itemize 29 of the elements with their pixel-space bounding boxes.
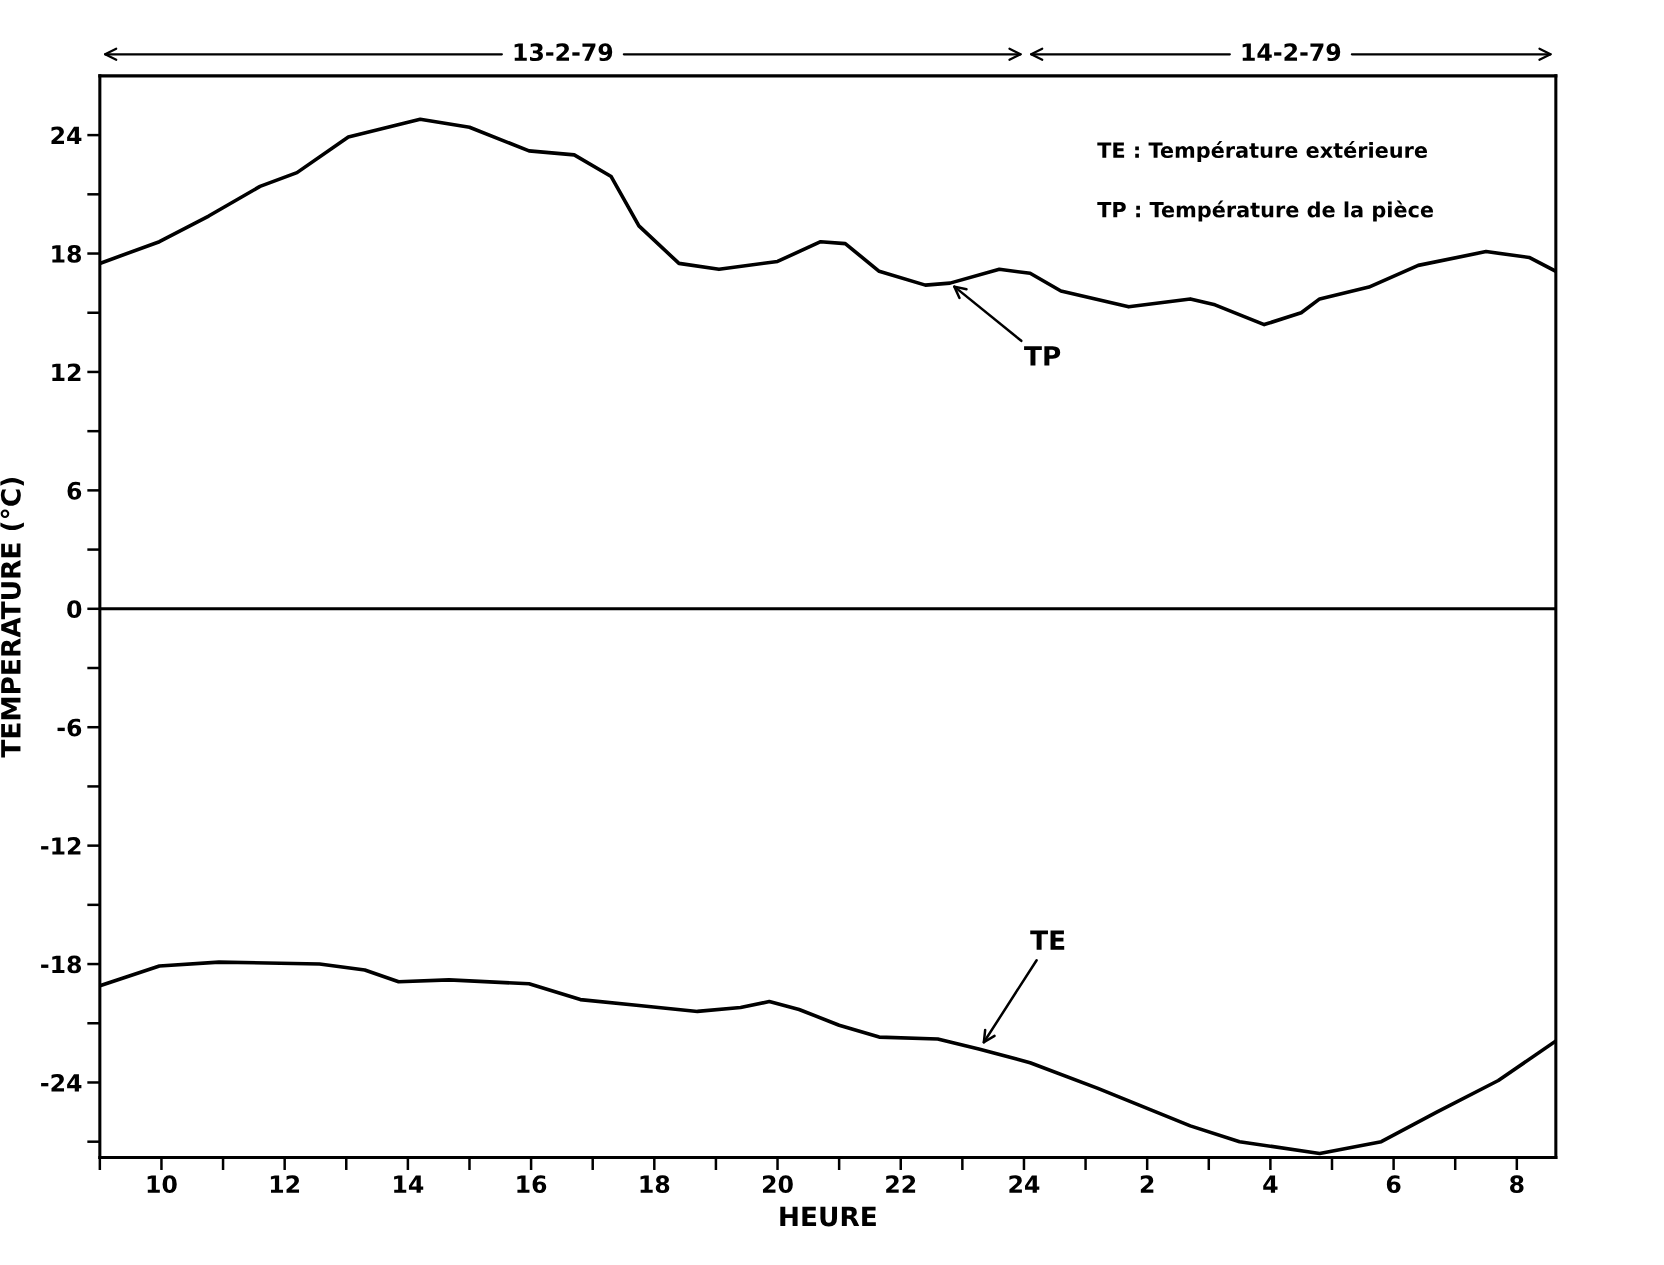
x-tick-label: 20 (762, 1175, 793, 1194)
x-tick-label: 4 (1263, 1175, 1278, 1193)
y-tick-label: 12 (52, 363, 81, 381)
x-tick-label: 2 (1140, 1175, 1154, 1193)
text: 13-2-79 (514, 43, 613, 62)
annotation: TP (1024, 346, 1061, 366)
x-axis-title: HEURE (780, 1206, 876, 1227)
text: 14-2-79 (1242, 43, 1341, 62)
annotation: TP : Température de la pièce (1097, 200, 1434, 222)
y-tick-label: -24 (41, 1073, 82, 1092)
y-tick-label: -6 (57, 718, 82, 737)
x-tick-label: 8 (1510, 1175, 1524, 1194)
y-tick-label: 24 (51, 126, 82, 145)
y-tick-label: -12 (41, 837, 81, 855)
y-tick-label: 18 (52, 244, 82, 263)
y-tick-label: -18 (41, 955, 82, 974)
annotation: TE : Température extérieure (1097, 141, 1428, 163)
x-tick-label: 6 (1386, 1175, 1401, 1194)
y-tick-label: 0 (67, 600, 82, 619)
x-tick-label: 24 (1009, 1175, 1040, 1193)
y-axis-title: TEMPERATURE (°C) (0, 477, 24, 758)
x-tick-label: 14 (394, 1175, 424, 1193)
x-tick-label: 18 (640, 1175, 670, 1194)
x-tick-label: 10 (147, 1175, 177, 1194)
x-tick-label: 12 (270, 1175, 300, 1193)
x-tick-label: 22 (886, 1175, 916, 1193)
annotation: TE (1030, 930, 1065, 950)
y-tick-label: 6 (67, 481, 82, 500)
x-tick-label: 16 (517, 1175, 547, 1194)
